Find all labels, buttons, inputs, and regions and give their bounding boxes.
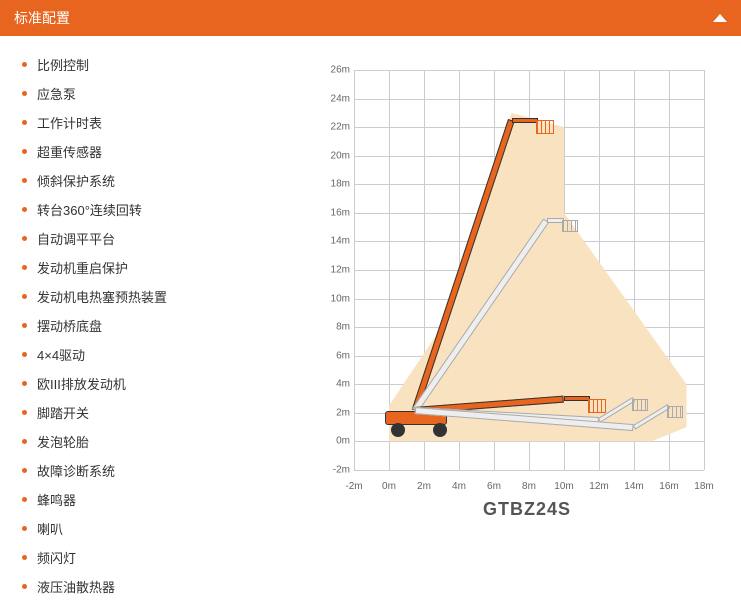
feature-item: 发动机电热塞预热装置	[22, 282, 302, 311]
chart-title: GTBZ24S	[483, 499, 571, 520]
x-axis-label: 14m	[624, 481, 643, 492]
feature-label: 发动机重启保护	[37, 258, 128, 277]
bullet-icon	[22, 410, 27, 415]
x-axis-label: 16m	[659, 481, 678, 492]
platform-basket	[632, 399, 648, 411]
reach-chart: GTBZ24S 26m24m22m20m18m16m14m12m10m8m6m4…	[322, 60, 732, 490]
feature-label: 倾斜保护系统	[37, 171, 115, 190]
y-axis-label: 12m	[322, 265, 350, 276]
feature-item: 超重传感器	[22, 137, 302, 166]
y-axis-label: 10m	[322, 293, 350, 304]
feature-item: 转台360°连续回转	[22, 195, 302, 224]
feature-item: 比例控制	[22, 50, 302, 79]
x-axis-label: -2m	[345, 481, 362, 492]
bullet-icon	[22, 178, 27, 183]
feature-item: 故障诊断系统	[22, 456, 302, 485]
bullet-icon	[22, 323, 27, 328]
feature-label: 摆动桥底盘	[37, 316, 102, 335]
y-axis-label: 0m	[322, 436, 350, 447]
feature-item: 摆动桥底盘	[22, 311, 302, 340]
feature-item: 频闪灯	[22, 543, 302, 572]
feature-label: 脚踏开关	[37, 403, 89, 422]
feature-label: 比例控制	[37, 55, 89, 74]
y-axis-label: 22m	[322, 122, 350, 133]
x-axis-label: 12m	[589, 481, 608, 492]
x-axis-label: 8m	[522, 481, 536, 492]
content-area: 比例控制应急泵工作计时表超重传感器倾斜保护系统转台360°连续回转自动调平平台发…	[0, 36, 741, 615]
feature-label: 蜂鸣器	[37, 490, 76, 509]
feature-list: 比例控制应急泵工作计时表超重传感器倾斜保护系统转台360°连续回转自动调平平台发…	[22, 50, 302, 601]
y-axis-label: 6m	[322, 350, 350, 361]
bullet-icon	[22, 120, 27, 125]
wheel-icon	[391, 423, 405, 437]
feature-item: 蜂鸣器	[22, 485, 302, 514]
boom-illustration	[354, 70, 704, 470]
bullet-icon	[22, 236, 27, 241]
wheel-icon	[433, 423, 447, 437]
bullet-icon	[22, 497, 27, 502]
y-axis-label: 24m	[322, 93, 350, 104]
collapse-icon	[713, 14, 727, 22]
x-axis-label: 6m	[487, 481, 501, 492]
feature-item: 欧III排放发动机	[22, 369, 302, 398]
bullet-icon	[22, 91, 27, 96]
feature-label: 发动机电热塞预热装置	[37, 287, 167, 306]
feature-label: 发泡轮胎	[37, 432, 89, 451]
x-axis-label: 10m	[554, 481, 573, 492]
feature-label: 4×4驱动	[37, 345, 85, 364]
feature-label: 液压油散热器	[37, 577, 115, 596]
y-axis-label: 18m	[322, 179, 350, 190]
y-axis-label: 2m	[322, 407, 350, 418]
x-axis-label: 2m	[417, 481, 431, 492]
feature-item: 4×4驱动	[22, 340, 302, 369]
feature-item: 脚踏开关	[22, 398, 302, 427]
chart-area: GTBZ24S 26m 24m 22m 20m 18m 16m 14m 12m 10m 8m 6m 4…	[302, 50, 741, 601]
feature-label: 转台360°连续回转	[37, 200, 142, 219]
section-title: 标准配置	[14, 8, 70, 28]
feature-item: 自动调平平台	[22, 224, 302, 253]
bullet-icon	[22, 265, 27, 270]
y-axis-label: 26m	[322, 65, 350, 76]
platform-basket	[588, 399, 606, 413]
feature-item: 发泡轮胎	[22, 427, 302, 456]
bullet-icon	[22, 207, 27, 212]
section-header[interactable]: 标准配置	[0, 0, 741, 36]
feature-item: 应急泵	[22, 79, 302, 108]
platform-basket	[536, 120, 554, 134]
bullet-icon	[22, 294, 27, 299]
y-axis-label: 8m	[322, 322, 350, 333]
bullet-icon	[22, 381, 27, 386]
platform-basket	[562, 220, 578, 232]
feature-label: 频闪灯	[37, 548, 76, 567]
bullet-icon	[22, 584, 27, 589]
feature-label: 自动调平平台	[37, 229, 115, 248]
feature-label: 工作计时表	[37, 113, 102, 132]
x-axis-label: 18m	[694, 481, 713, 492]
bullet-icon	[22, 439, 27, 444]
feature-label: 欧III排放发动机	[37, 374, 126, 393]
bullet-icon	[22, 149, 27, 154]
feature-item: 倾斜保护系统	[22, 166, 302, 195]
bullet-icon	[22, 352, 27, 357]
feature-label: 超重传感器	[37, 142, 102, 161]
y-axis-label: 20m	[322, 150, 350, 161]
feature-label: 应急泵	[37, 84, 76, 103]
feature-label: 喇叭	[37, 519, 63, 538]
platform-basket	[667, 406, 683, 418]
feature-item: 发动机重启保护	[22, 253, 302, 282]
y-axis-label: 14m	[322, 236, 350, 247]
feature-item: 喇叭	[22, 514, 302, 543]
bullet-icon	[22, 62, 27, 67]
feature-item: 工作计时表	[22, 108, 302, 137]
y-axis-label: -2m	[322, 465, 350, 476]
bullet-icon	[22, 526, 27, 531]
feature-item: 液压油散热器	[22, 572, 302, 601]
feature-label: 故障诊断系统	[37, 461, 115, 480]
x-axis-label: 0m	[382, 481, 396, 492]
bullet-icon	[22, 555, 27, 560]
y-axis-label: 4m	[322, 379, 350, 390]
y-axis-label: 16m	[322, 207, 350, 218]
bullet-icon	[22, 468, 27, 473]
x-axis-label: 4m	[452, 481, 466, 492]
